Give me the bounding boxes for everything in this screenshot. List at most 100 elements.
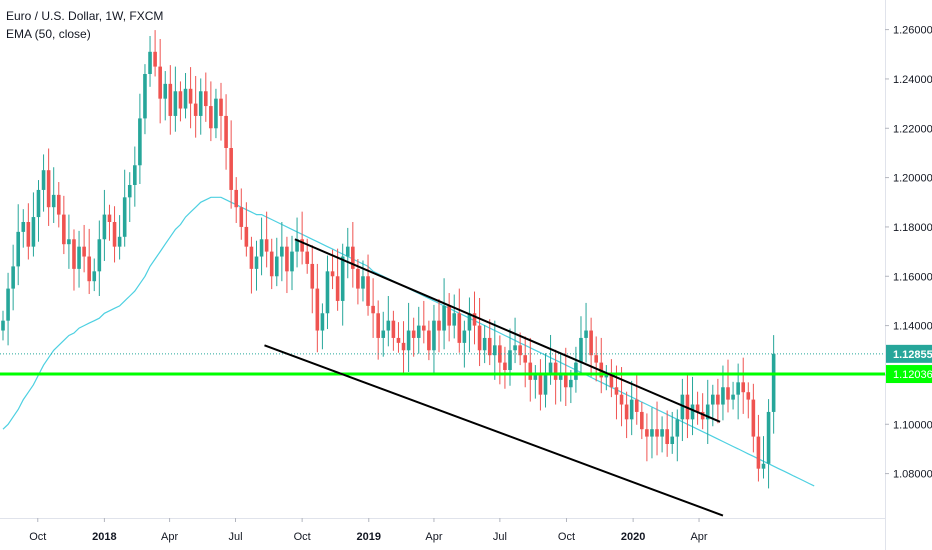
candle <box>650 407 654 459</box>
candle <box>447 293 451 342</box>
candle-body <box>477 325 482 351</box>
candle <box>107 204 112 241</box>
candle <box>26 203 31 260</box>
support-price-badge-bg <box>886 365 932 384</box>
candle-body <box>56 194 61 215</box>
plot-background <box>0 0 885 518</box>
candle-body <box>127 185 132 198</box>
candle <box>274 237 279 287</box>
channel-lower-trendline[interactable] <box>264 344 724 517</box>
candle <box>609 359 614 398</box>
candle <box>16 204 21 286</box>
candle <box>680 378 685 442</box>
candle-body <box>751 399 756 437</box>
candle-body <box>229 148 233 190</box>
price-axis[interactable]: 1.26000 1.24000 1.22000 1.20000 1.18000 1.160… <box>885 25 932 481</box>
candle-body <box>543 374 548 395</box>
candle <box>345 227 350 279</box>
time-tick-label: Oct <box>294 531 311 543</box>
candle <box>457 288 462 353</box>
candle-body <box>183 88 188 109</box>
candle-body <box>62 214 66 245</box>
candle <box>705 379 710 444</box>
candle <box>411 317 416 357</box>
candle <box>340 243 345 326</box>
candle <box>219 82 223 141</box>
candle <box>122 169 127 247</box>
candle <box>731 381 735 410</box>
candle-body <box>335 276 340 301</box>
candle-body <box>148 51 152 74</box>
candle <box>6 272 10 346</box>
trendlines[interactable] <box>264 238 724 517</box>
time-tick-label: Jul <box>228 531 242 543</box>
candle <box>371 278 375 338</box>
candle-body <box>214 98 218 129</box>
indicator-title: EMA (50, close) <box>6 27 91 41</box>
candle <box>148 36 152 87</box>
candle-body <box>345 246 350 257</box>
candle-body <box>518 345 522 356</box>
candle <box>153 30 157 77</box>
candle-body <box>594 355 598 363</box>
candle-body <box>492 345 497 356</box>
price-tick-label: 1.08000 <box>893 469 932 481</box>
candle-body <box>219 98 223 116</box>
candle <box>406 302 411 372</box>
candle-body <box>579 337 583 363</box>
candle-body <box>771 353 776 412</box>
candle <box>361 260 365 302</box>
candle <box>665 410 669 457</box>
candle-body <box>107 214 112 222</box>
candle-body <box>259 239 264 257</box>
candle <box>741 357 746 414</box>
candle <box>158 38 162 124</box>
candle-body <box>553 362 558 380</box>
time-tick-label: 2019 <box>357 531 381 543</box>
candle-body <box>705 404 710 420</box>
candle-body <box>660 429 664 437</box>
time-axis[interactable]: Oct 2018 Apr Jul Oct 2019 Apr Jul Oct 2020 Apr <box>29 518 708 543</box>
candle-body <box>36 189 41 218</box>
candle <box>300 211 304 265</box>
candle <box>249 236 254 294</box>
candle-body <box>472 313 477 326</box>
candle <box>62 195 66 255</box>
candle-body <box>619 394 624 405</box>
candle <box>193 75 198 138</box>
candle-body <box>290 251 294 272</box>
candle <box>756 414 761 482</box>
price-tick-label: 1.14000 <box>893 321 932 333</box>
candle-body <box>264 239 269 252</box>
candle-body <box>432 320 436 351</box>
candle <box>36 180 41 242</box>
candle-body <box>391 320 396 338</box>
candle-body <box>340 256 345 301</box>
candle <box>670 411 675 454</box>
candle <box>472 291 477 345</box>
candle <box>584 302 588 363</box>
channel-upper-trendline[interactable] <box>294 238 721 423</box>
candle <box>726 359 730 413</box>
candle <box>183 73 188 119</box>
candle-body <box>269 251 274 277</box>
candle <box>640 402 644 440</box>
candle <box>335 248 340 311</box>
candle-body <box>645 429 649 437</box>
candle <box>401 321 406 375</box>
candle-body <box>295 239 299 252</box>
candle-body <box>726 387 730 400</box>
candle <box>188 67 193 129</box>
candle-body <box>16 231 21 267</box>
candle-body <box>655 429 659 437</box>
candle <box>82 224 86 273</box>
candle-body <box>193 103 198 116</box>
candle <box>422 300 426 344</box>
candle <box>31 192 36 257</box>
candle-body <box>102 214 107 240</box>
candle <box>604 365 609 391</box>
candle-body <box>700 411 705 420</box>
candle-body <box>285 246 289 272</box>
candle-body <box>112 222 117 247</box>
